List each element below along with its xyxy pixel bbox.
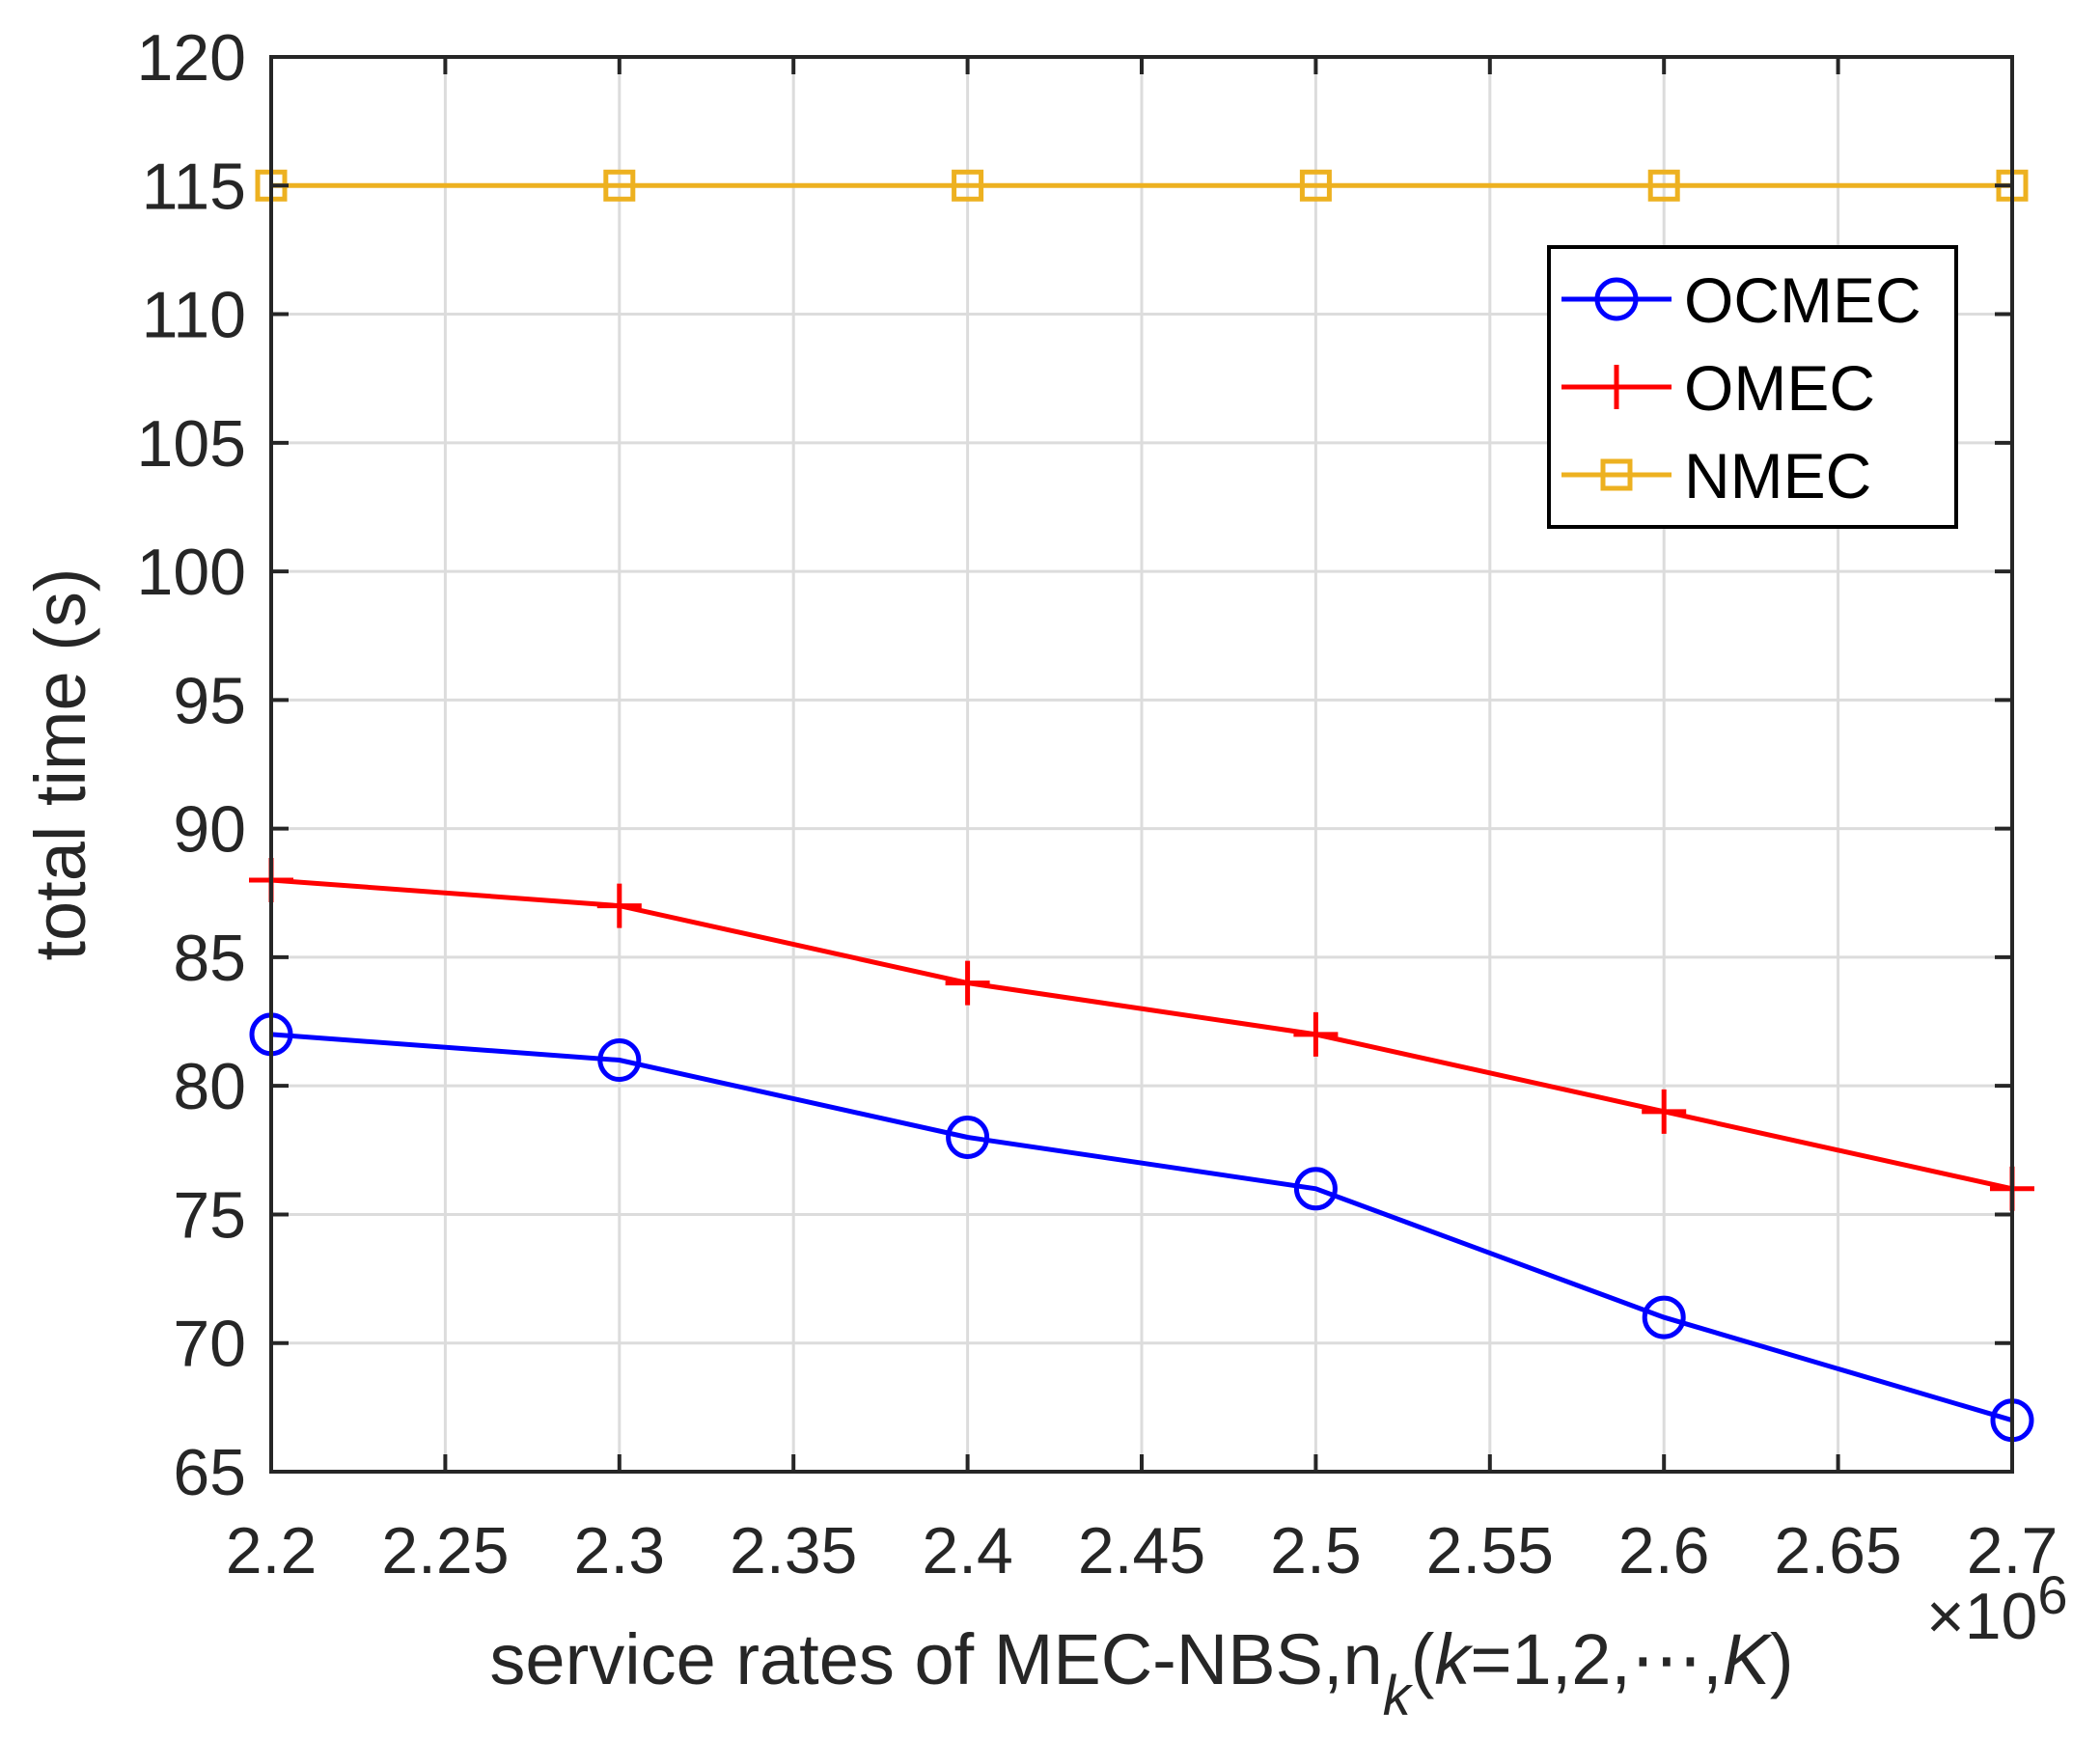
legend: OCMEC OMEC NMEC <box>1547 245 1958 529</box>
y-tick-label: 115 <box>142 150 246 223</box>
y-tick-label: 70 <box>173 1308 246 1381</box>
y-tick-label: 65 <box>173 1436 246 1509</box>
data-point-nmec <box>952 169 984 202</box>
y-tick-label: 110 <box>142 279 246 352</box>
x-axis-label-close: ) <box>1770 1619 1794 1699</box>
x-tick-label: 2.35 <box>730 1514 857 1587</box>
x-tick-label: 2.45 <box>1078 1514 1205 1587</box>
data-point-ocmec <box>946 1115 990 1159</box>
data-point-ocmec <box>1293 1167 1338 1211</box>
series-line-ocmec <box>270 1032 2013 1423</box>
data-point-ocmec <box>1642 1295 1686 1339</box>
y-axis-label: total time (s) <box>20 567 100 960</box>
x-axis-label-open: ( <box>1411 1619 1435 1699</box>
series-ocmec <box>249 1012 2034 1443</box>
tick-labels: 2.2 2.25 2.3 2.35 2.4 2.45 2.5 2.55 2.6 2.65 2.7 65… <box>137 21 2059 1587</box>
data-point-ocmec <box>597 1038 642 1083</box>
data-point-nmec <box>603 169 636 202</box>
legend-marker-omec <box>1594 365 1639 409</box>
legend-marker-ocmec <box>1594 277 1639 321</box>
x-axis-exponent: ×106 <box>1926 1564 2068 1653</box>
x-tick-label: 2.5 <box>1270 1514 1362 1587</box>
x-tick-label: 2.7 <box>1967 1514 2059 1587</box>
legend-item-ocmec: OCMEC <box>1561 264 1921 336</box>
x-tick-label: 2.4 <box>922 1514 1013 1587</box>
y-tick-label: 75 <box>173 1178 246 1252</box>
y-tick-label: 100 <box>137 536 246 609</box>
data-point-nmec <box>1299 169 1332 202</box>
x-axis-label-K: K <box>1723 1619 1774 1699</box>
legend-label-ocmec: OCMEC <box>1684 264 1921 336</box>
data-point-omec <box>945 960 990 1006</box>
x-axis-label: service rates of MEC-NBS,nk(k=1,2,⋯,K) <box>489 1619 1793 1727</box>
x-axis-label-k: k <box>1434 1619 1474 1699</box>
x-tick-label: 2.65 <box>1774 1514 1901 1587</box>
y-tick-label: 85 <box>173 922 246 995</box>
legend-item-omec: OMEC <box>1561 352 1875 424</box>
data-point-omec <box>1642 1089 1687 1134</box>
series-line-omec <box>270 877 2013 1192</box>
y-tick-label: 80 <box>173 1050 246 1123</box>
data-point-omec <box>596 883 642 928</box>
x-tick-label: 2.55 <box>1426 1514 1554 1587</box>
legend-marker-nmec <box>1600 458 1633 491</box>
x-tick-label: 2.2 <box>226 1514 318 1587</box>
x-tick-label: 2.25 <box>381 1514 509 1587</box>
legend-items: OCMEC OMEC NMEC <box>1561 264 1921 511</box>
x-axis-label-main: service rates of MEC-NBS,n <box>489 1619 1382 1699</box>
y-tick-label: 90 <box>173 793 246 867</box>
x-axis-label-sub: k <box>1383 1665 1414 1727</box>
x-axis-exponent-power: 6 <box>2037 1564 2067 1625</box>
data-point-nmec <box>1647 169 1680 202</box>
y-tick-label: 120 <box>137 21 246 95</box>
legend-item-nmec: NMEC <box>1561 440 1871 511</box>
axis-ticks <box>269 55 2014 1474</box>
x-tick-label: 2.3 <box>574 1514 666 1587</box>
y-tick-label: 105 <box>137 407 246 481</box>
data-point-omec <box>1293 1011 1339 1057</box>
legend-label-omec: OMEC <box>1684 352 1875 424</box>
x-tick-label: 2.6 <box>1618 1514 1710 1587</box>
x-axis-exponent-base: ×10 <box>1926 1580 2037 1653</box>
legend-label-nmec: NMEC <box>1684 440 1871 511</box>
x-axis-label-middle: =1,2,⋯, <box>1470 1619 1722 1699</box>
y-tick-label: 95 <box>173 664 246 737</box>
